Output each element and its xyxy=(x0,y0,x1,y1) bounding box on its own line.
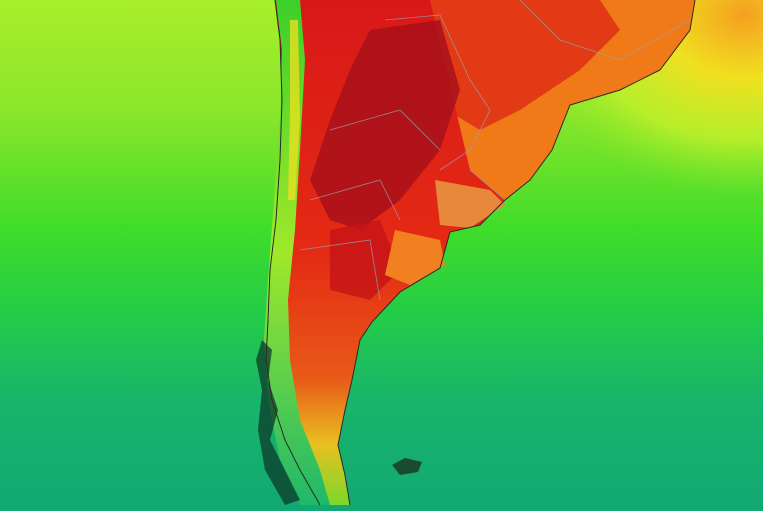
andes xyxy=(264,0,330,505)
andes-foothill xyxy=(288,20,300,200)
buenos-aires xyxy=(385,230,445,285)
hot-core xyxy=(310,20,460,230)
fjords xyxy=(256,340,300,505)
borders xyxy=(299,0,691,301)
uruguay xyxy=(435,180,505,228)
hot-core-south xyxy=(330,220,400,300)
coastline xyxy=(265,0,696,506)
falklands xyxy=(392,458,422,475)
brazil-hot xyxy=(430,0,620,130)
